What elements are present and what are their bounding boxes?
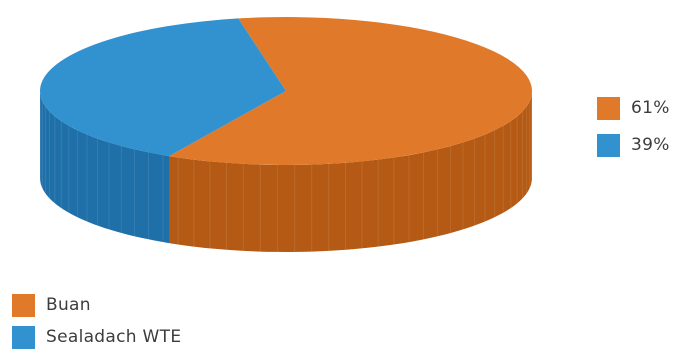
pie-group [39, 17, 533, 252]
value-label-sealadach: 39% [631, 135, 670, 155]
legend-swatch-sealadach [12, 325, 35, 349]
legend-label-buan: Buan [46, 295, 91, 315]
legend-swatch-buan [12, 293, 35, 317]
pie-side-buan [168, 91, 532, 252]
value-label-buan: 61% [631, 98, 670, 118]
value-legend-item-sealadach: 39% [597, 133, 670, 157]
pie-side-sealadach [39, 91, 169, 244]
value-legend: 61% 39% [597, 96, 670, 171]
legend-item-buan: Buan [12, 293, 181, 317]
category-legend: Buan Sealadach WTE [12, 293, 181, 357]
legend-item-sealadach: Sealadach WTE [12, 325, 181, 349]
legend-label-sealadach: Sealadach WTE [46, 327, 182, 347]
pie-slice-sealadach [39, 18, 287, 157]
value-legend-swatch-buan [597, 96, 620, 120]
value-legend-item-buan: 61% [597, 96, 670, 120]
value-legend-swatch-sealadach [597, 133, 620, 157]
pie-slice-buan [168, 17, 532, 165]
